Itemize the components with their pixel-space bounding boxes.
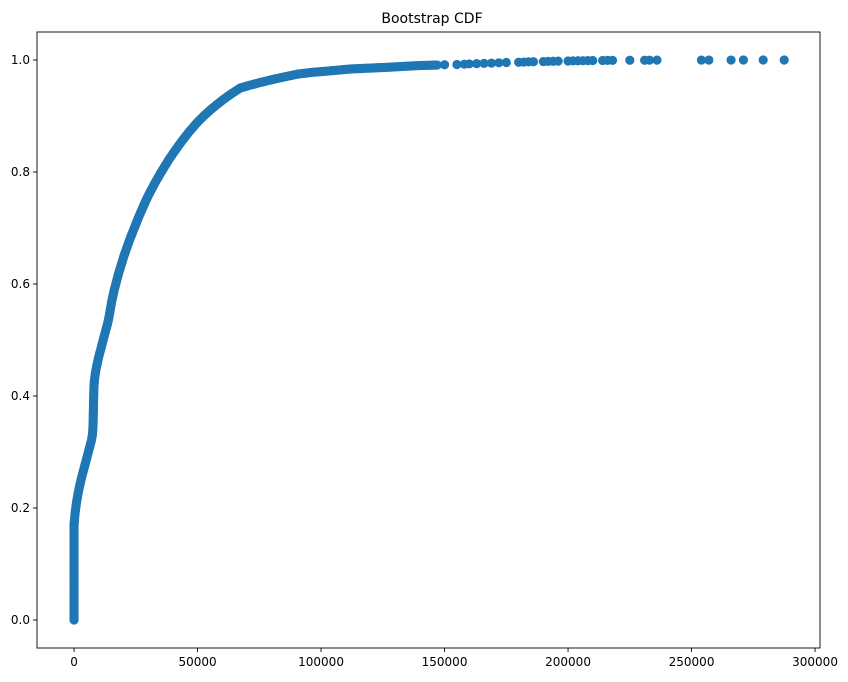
data-point	[696, 55, 707, 65]
y-tick-label: 0.2	[11, 501, 30, 515]
data-point	[528, 57, 539, 67]
data-point	[494, 58, 504, 68]
scatter-points	[69, 55, 789, 625]
x-tick-label: 50000	[178, 655, 216, 669]
x-tick-label: 200000	[545, 655, 591, 669]
x-tick-label: 0	[70, 655, 78, 669]
y-tick-label: 1.0	[11, 53, 30, 67]
data-point	[625, 55, 635, 65]
data-point	[779, 55, 789, 65]
x-tick-label: 250000	[669, 655, 715, 669]
data-point	[607, 55, 618, 65]
data-point	[452, 59, 462, 70]
y-tick-label: 0.8	[11, 165, 30, 179]
data-point	[479, 58, 489, 68]
data-point	[704, 55, 714, 65]
data-point	[738, 55, 749, 65]
data-point	[588, 55, 598, 66]
y-axis-ticks: 0.0 0.2 0.4 0.6 0.8 1.0	[11, 53, 37, 627]
data-point	[472, 59, 482, 69]
data-point	[501, 57, 511, 68]
y-tick-label: 0.0	[11, 613, 30, 627]
x-tick-label: 300000	[792, 655, 838, 669]
data-point	[758, 55, 768, 65]
chart-title: Bootstrap CDF	[381, 11, 482, 27]
data-point	[652, 55, 662, 65]
x-axis-ticks: 0 50000 100000 150000 200000 250000 300000	[70, 648, 838, 669]
plot-frame	[36, 31, 821, 649]
x-tick-label: 100000	[298, 655, 344, 669]
y-tick-label: 0.6	[11, 277, 30, 291]
y-tick-label: 0.4	[11, 389, 30, 403]
data-point	[439, 60, 450, 70]
x-tick-label: 150000	[422, 655, 468, 669]
data-point	[464, 59, 474, 69]
data-point	[726, 55, 736, 65]
data-point	[553, 56, 563, 66]
data-point	[644, 55, 655, 65]
data-point	[486, 58, 497, 68]
data-point	[432, 60, 442, 70]
